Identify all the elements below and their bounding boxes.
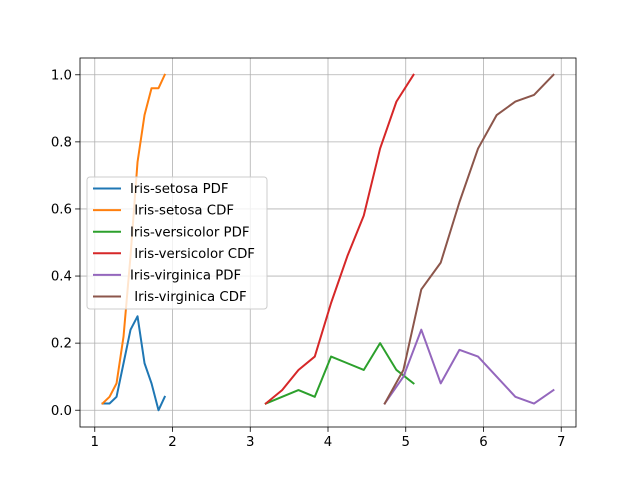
grid-lines (80, 58, 576, 427)
x-tick-label: 7 (557, 435, 565, 450)
iris-versicolor-pdf-line (264, 342, 415, 405)
x-tick-label: 1 (91, 435, 99, 450)
legend-label-iris-versicolor-cdf: Iris-versicolor CDF (130, 247, 255, 262)
y-tick-label: 0.8 (51, 135, 72, 150)
iris-setosa-pdf-line (101, 315, 167, 412)
y-tick-label: 0.4 (51, 270, 72, 285)
x-tick-label: 2 (168, 435, 176, 450)
y-tick-label: 0.0 (51, 404, 72, 419)
y-tick-label: 0.2 (51, 337, 72, 352)
legend-label-iris-versicolor-pdf: Iris-versicolor PDF (130, 225, 249, 240)
iris-virginica-cdf-line (383, 73, 555, 405)
legend: Iris-setosa PDF Iris-setosa CDF Iris-vers… (86, 176, 268, 310)
iris-versicolor-cdf-line (264, 73, 415, 405)
y-tick-label: 0.6 (51, 203, 72, 218)
legend-label-iris-virginica-pdf: Iris-virginica PDF (130, 269, 241, 284)
x-axis: 1 2 3 4 5 6 7 (91, 427, 565, 450)
legend-box (86, 176, 268, 310)
iris-virginica-pdf-line (383, 328, 555, 405)
x-tick-label: 4 (324, 435, 332, 450)
legend-label-iris-setosa-pdf: Iris-setosa PDF (130, 182, 228, 197)
x-tick-label: 3 (246, 435, 254, 450)
y-axis: 0.0 0.2 0.4 0.6 0.8 1.0 (51, 68, 80, 419)
y-tick-label: 1.0 (51, 68, 72, 83)
legend-label-iris-setosa-cdf: Iris-setosa CDF (130, 204, 234, 219)
x-tick-label: 6 (479, 435, 487, 450)
legend-label-iris-virginica-cdf: Iris-virginica CDF (130, 290, 247, 305)
x-tick-label: 5 (402, 435, 410, 450)
